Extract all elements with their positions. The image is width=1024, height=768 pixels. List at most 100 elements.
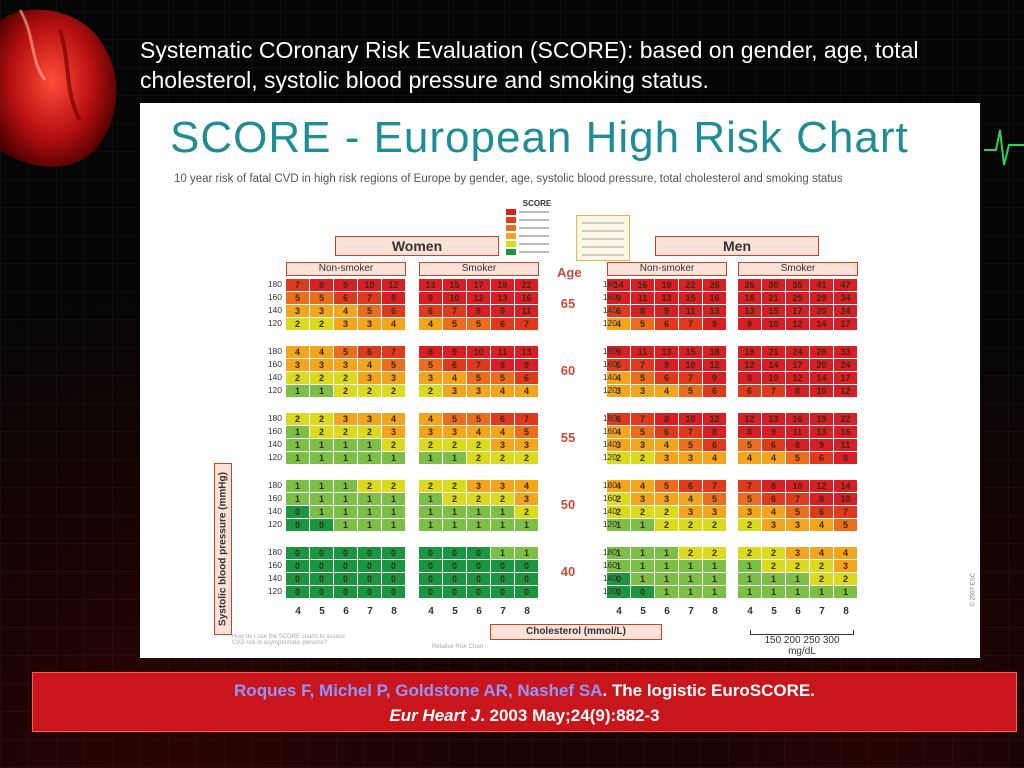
risk-cell: 1 bbox=[738, 560, 761, 572]
risk-cell: 4 bbox=[655, 385, 678, 397]
sbp-label: 120 bbox=[602, 385, 617, 395]
chart-subtitle: 10 year risk of fatal CVD in high risk r… bbox=[174, 173, 843, 185]
risk-cell: 11 bbox=[679, 305, 702, 317]
cholesterol-ticks: 4 5 6 7 8 bbox=[738, 606, 858, 617]
risk-cell: 12 bbox=[738, 413, 761, 425]
sbp-label: 140 bbox=[267, 372, 282, 382]
risk-cell: 3 bbox=[631, 385, 654, 397]
y-axis-label-box: Systolic blood pressure (mmHg) bbox=[214, 463, 232, 635]
risk-cell: 3 bbox=[334, 318, 357, 330]
risk-cell: 9 bbox=[655, 305, 678, 317]
risk-cell: 7 bbox=[515, 413, 538, 425]
risk-cell: 2 bbox=[679, 547, 702, 559]
sbp-label: 160 bbox=[602, 426, 617, 436]
reference-journal: Eur Heart J bbox=[389, 706, 481, 725]
men-header: Men bbox=[655, 236, 819, 256]
risk-cell: 1 bbox=[679, 573, 702, 585]
risk-cell: 4 bbox=[515, 480, 538, 492]
risk-cell: 13 bbox=[655, 292, 678, 304]
risk-cell: 1 bbox=[655, 573, 678, 585]
cholesterol-tick: 8 bbox=[843, 606, 849, 617]
risk-cell: 17 bbox=[467, 279, 490, 291]
sbp-label: 140 bbox=[267, 305, 282, 315]
risk-cell: 21 bbox=[762, 346, 785, 358]
sbp-label: 160 bbox=[602, 493, 617, 503]
risk-cell: 2 bbox=[443, 493, 466, 505]
risk-cell: 2 bbox=[679, 519, 702, 531]
risk-cell: 17 bbox=[786, 359, 809, 371]
risk-cell: 18 bbox=[738, 292, 761, 304]
risk-cell: 2 bbox=[703, 547, 726, 559]
risk-cell: 5 bbox=[703, 493, 726, 505]
mg-unit: mg/dL bbox=[788, 646, 816, 657]
risk-cell: 14 bbox=[810, 318, 833, 330]
risk-cell: 7 bbox=[786, 493, 809, 505]
risk-cell: 2 bbox=[762, 560, 785, 572]
risk-cell: 3 bbox=[310, 359, 333, 371]
risk-cell: 13 bbox=[810, 426, 833, 438]
risk-cell: 3 bbox=[607, 385, 630, 397]
risk-cell: 13 bbox=[703, 305, 726, 317]
risk-cell: 2 bbox=[467, 439, 490, 451]
risk-cell: 2 bbox=[286, 413, 309, 425]
sbp-label: 120 bbox=[267, 519, 282, 529]
risk-cell: 3 bbox=[419, 372, 442, 384]
risk-cell: 0 bbox=[443, 586, 466, 598]
risk-cell: 11 bbox=[631, 346, 654, 358]
risk-cell: 6 bbox=[358, 346, 381, 358]
risk-cell: 10 bbox=[679, 413, 702, 425]
sbp-label: 140 bbox=[602, 372, 617, 382]
risk-cell: 1 bbox=[762, 573, 785, 585]
risk-cell: 4 bbox=[738, 452, 761, 464]
sbp-label: 120 bbox=[267, 586, 282, 596]
risk-cell: 3 bbox=[467, 385, 490, 397]
risk-cell: 9 bbox=[607, 346, 630, 358]
risk-cell: 7 bbox=[738, 480, 761, 492]
women-non-smoker-header: Non-smoker bbox=[286, 262, 406, 276]
risk-cell: 6 bbox=[738, 385, 761, 397]
risk-cell: 1 bbox=[334, 439, 357, 451]
risk-cell: 9 bbox=[419, 292, 442, 304]
risk-cell: 6 bbox=[679, 480, 702, 492]
score-risk-chart: SCORE - European High Risk Chart 10 year… bbox=[140, 103, 980, 658]
risk-cell: 8 bbox=[382, 292, 405, 304]
risk-cell: 3 bbox=[786, 519, 809, 531]
risk-cell: 9 bbox=[491, 305, 514, 317]
risk-cell: 0 bbox=[443, 573, 466, 585]
risk-table-men-smk-age-55: 12 13 16 19 22 8 9 11 13 16 5 6 8 9 11 4 4 5 6 8 bbox=[738, 413, 857, 464]
cholesterol-tick: 6 bbox=[476, 606, 482, 617]
risk-cell: 6 bbox=[762, 439, 785, 451]
risk-cell: 1 bbox=[786, 586, 809, 598]
risk-cell: 0 bbox=[467, 573, 490, 585]
risk-cell: 9 bbox=[443, 346, 466, 358]
risk-cell: 8 bbox=[786, 385, 809, 397]
risk-cell: 10 bbox=[810, 385, 833, 397]
risk-cell: 3 bbox=[382, 426, 405, 438]
risk-cell: 0 bbox=[631, 586, 654, 598]
risk-cell: 5 bbox=[334, 346, 357, 358]
risk-cell: 8 bbox=[738, 426, 761, 438]
risk-cell: 7 bbox=[631, 359, 654, 371]
risk-cell: 12 bbox=[703, 359, 726, 371]
risk-cell: 2 bbox=[786, 560, 809, 572]
cholesterol-tick: 7 bbox=[367, 606, 373, 617]
risk-cell: 5 bbox=[679, 385, 702, 397]
risk-cell: 5 bbox=[467, 372, 490, 384]
risk-cell: 13 bbox=[762, 413, 785, 425]
sbp-label: 120 bbox=[602, 586, 617, 596]
risk-cell: 4 bbox=[419, 318, 442, 330]
risk-cell: 1 bbox=[467, 506, 490, 518]
risk-cell: 34 bbox=[834, 292, 857, 304]
risk-cell: 5 bbox=[382, 359, 405, 371]
risk-cell: 4 bbox=[286, 346, 309, 358]
sbp-label: 180 bbox=[267, 547, 282, 557]
risk-cell: 3 bbox=[358, 372, 381, 384]
risk-cell: 1 bbox=[443, 506, 466, 518]
risk-cell: 0 bbox=[358, 573, 381, 585]
risk-cell: 21 bbox=[762, 292, 785, 304]
risk-cell: 5 bbox=[419, 359, 442, 371]
sbp-label: 160 bbox=[267, 292, 282, 302]
risk-cell: 24 bbox=[834, 305, 857, 317]
risk-cell: 33 bbox=[834, 346, 857, 358]
